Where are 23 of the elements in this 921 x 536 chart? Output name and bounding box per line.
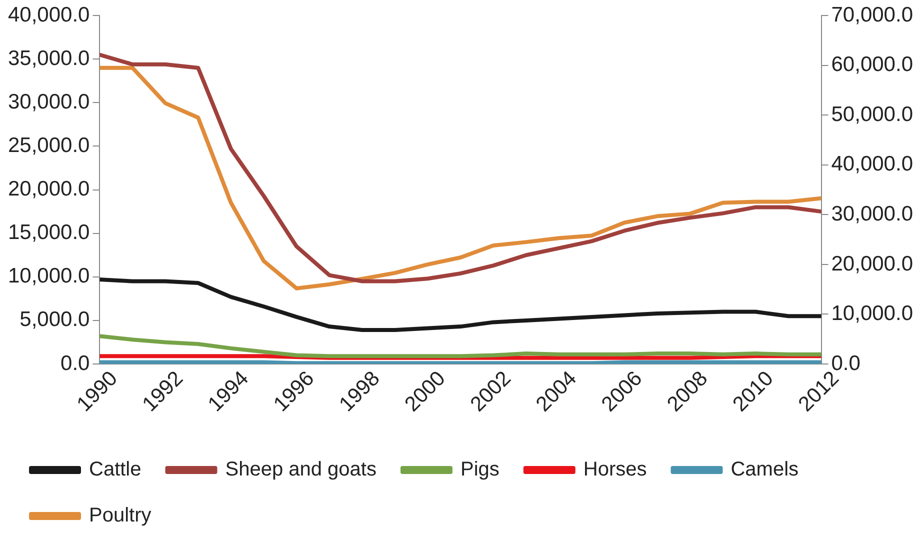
y-tick-label: 20,000.0: [8, 178, 90, 201]
y-tick-label: 35,000.0: [8, 46, 90, 70]
y2-tick-label: 0.0: [831, 352, 860, 375]
y2-tick-label: 50,000.0: [831, 102, 914, 126]
y-tick-label: 10,000.0: [8, 264, 90, 288]
y-tick-label: 0.0: [60, 352, 90, 375]
y-tick-label: 15,000.0: [8, 221, 90, 244]
legend-label: Sheep and goats: [225, 458, 376, 481]
legend-label: Pigs: [460, 458, 500, 481]
y-tick-label: 25,000.0: [8, 134, 90, 158]
y2-tick-label: 20,000.0: [831, 252, 914, 276]
y2-tick-label: 30,000.0: [831, 202, 914, 226]
y2-tick-label: 10,000.0: [831, 302, 914, 326]
legend-label: Horses: [583, 458, 647, 481]
legend-label: Camels: [730, 458, 799, 481]
y-tick-label: 5,000.0: [20, 308, 90, 332]
y2-tick-label: 60,000.0: [831, 53, 914, 76]
legend-label: Cattle: [89, 458, 142, 481]
y-tick-label: 30,000.0: [8, 90, 90, 114]
y2-tick-label: 70,000.0: [831, 3, 914, 26]
y-tick-label: 40,000.0: [8, 3, 90, 26]
legend-label: Poultry: [89, 504, 152, 527]
y2-tick-label: 40,000.0: [831, 152, 914, 176]
